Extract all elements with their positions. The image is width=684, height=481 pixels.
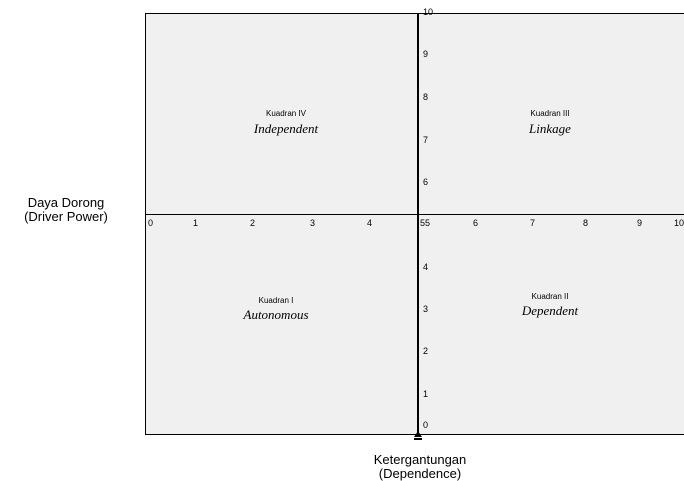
horizontal-divider-line	[145, 214, 684, 215]
quadrant-iii-name: Linkage	[529, 121, 571, 136]
quadrant-plot-area	[145, 13, 684, 435]
quadrant-i-name: Autonomous	[243, 307, 309, 322]
y-tick-label: 10	[423, 7, 434, 17]
x-tick-label: 8	[583, 218, 589, 228]
y-tick-label: 7	[423, 135, 429, 145]
vertical-divider-line	[417, 13, 419, 437]
y-tick-label: 0	[423, 420, 429, 430]
y-tick-label: 3	[423, 304, 429, 314]
y-axis-title: Daya Dorong (Driver Power)	[4, 196, 128, 224]
x-tick-label: 2	[250, 218, 256, 228]
y-tick-label: 9	[423, 49, 429, 59]
quadrant-iii-title: Kuadran III	[530, 109, 570, 118]
x-tick-label: 6	[473, 218, 479, 228]
quadrant-iv-title: Kuadran IV	[265, 109, 307, 118]
quadrant-ii-title: Kuadran II	[531, 292, 569, 301]
x-axis-title-line2: (Dependence)	[378, 466, 462, 481]
y-tick-label: 8	[423, 92, 429, 102]
quadrant-ii-name: Dependent	[521, 303, 579, 318]
quadrant-iv-name: Independent	[253, 121, 319, 136]
x-axis-title: Ketergantungan (Dependence)	[340, 453, 500, 481]
x-tick-label: 1	[193, 218, 199, 228]
x-tick-label: 10	[674, 218, 684, 228]
y-tick-label: 4	[423, 262, 429, 272]
quadrant-i-title: Kuadran I	[258, 296, 294, 305]
x-tick-label: 9	[637, 218, 643, 228]
x-tick-label: 0	[148, 218, 154, 228]
x-axis-title-line1: Ketergantungan	[373, 452, 467, 467]
y-tick-label: 6	[423, 177, 429, 187]
axis-arrow-icon	[414, 431, 422, 440]
x-tick-label: 3	[310, 218, 316, 228]
y-axis-title-line1: Daya Dorong	[27, 195, 105, 210]
x-tick-label: 55	[420, 218, 431, 228]
y-tick-label: 1	[423, 389, 429, 399]
x-tick-label: 7	[530, 218, 536, 228]
y-tick-label: 2	[423, 346, 429, 356]
x-tick-label: 4	[367, 218, 373, 228]
y-axis-title-line2: (Driver Power)	[24, 209, 108, 224]
